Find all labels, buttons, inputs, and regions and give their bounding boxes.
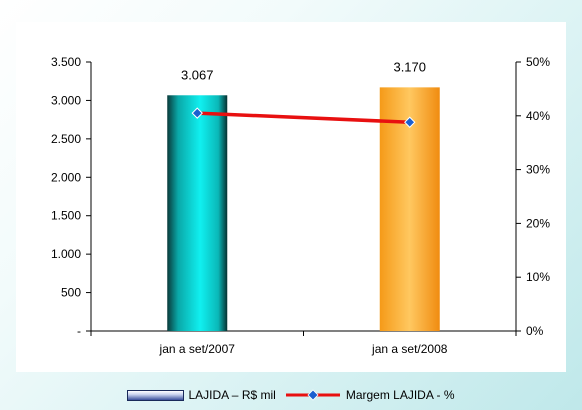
y-left-tick-label: -	[77, 324, 81, 338]
chart-svg: 3.500 3.000 2.500 2.000 1.500 1.000 500 - 50% 40%…	[51, 55, 550, 356]
legend-bar-swatch	[127, 389, 185, 401]
legend-line-swatch	[285, 389, 340, 401]
y-right-tick-label: 40%	[526, 109, 550, 123]
x-tick-label: jan a set/2007	[159, 342, 236, 356]
y-left-tick-label: 1.500	[51, 209, 81, 223]
series-line-margem	[197, 111, 410, 125]
y-left-tick-label: 3.000	[51, 93, 81, 107]
x-tick-label: jan a set/2008	[371, 342, 448, 356]
plot-area: 3.500 3.000 2.500 2.000 1.500 1.000 500 - 50% 40%…	[16, 22, 566, 372]
legend-item-lajida: LAJIDA – R$ mil	[127, 388, 276, 402]
y-right-tick-label: 0%	[526, 324, 544, 338]
y-left-tick-label: 2.500	[51, 132, 81, 146]
bar	[379, 87, 440, 331]
y-left-tick-label: 1.000	[51, 247, 81, 261]
legend-label-margem: Margem LAJIDA - %	[345, 388, 455, 402]
legend: LAJIDA – R$ mil Margem LAJIDA - %	[0, 385, 582, 405]
line-point-marker	[191, 107, 203, 119]
line-point-marker	[404, 116, 416, 128]
y-right-tick-label: 50%	[526, 55, 550, 69]
legend-item-margem: Margem LAJIDA - %	[284, 388, 455, 402]
y-right-tick-label: 20%	[526, 216, 550, 230]
y-left-tick-label: 3.500	[51, 55, 81, 69]
bar	[167, 95, 228, 331]
legend-label-lajida: LAJIDA – R$ mil	[188, 388, 276, 402]
bar-data-label: 3.067	[181, 67, 214, 82]
y-right-tick-label: 10%	[526, 270, 550, 284]
y-left-tick-label: 500	[61, 286, 81, 300]
y-right-tick-label: 30%	[526, 163, 550, 177]
y-left-tick-label: 2.000	[51, 170, 81, 184]
bar-data-label: 3.170	[393, 59, 426, 74]
